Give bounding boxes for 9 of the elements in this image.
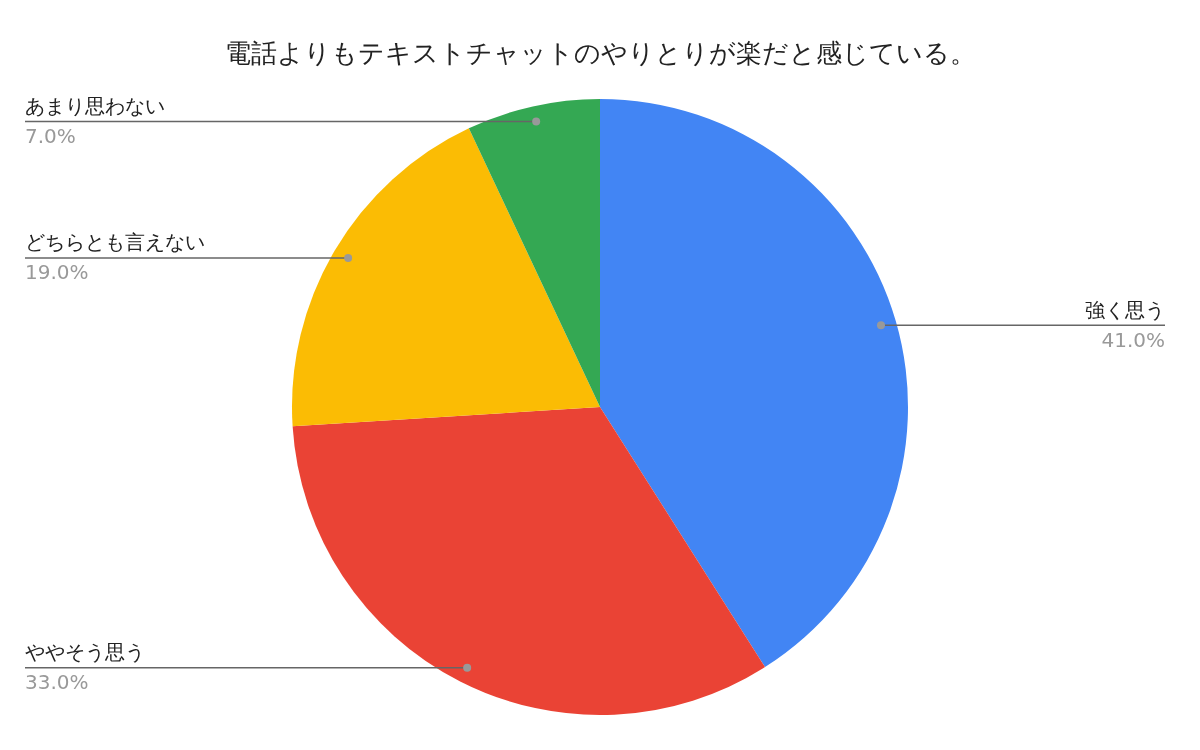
data-label: 19.0% bbox=[25, 260, 89, 285]
data-label: 33.0% bbox=[25, 669, 89, 694]
slice-label: あまり思わない bbox=[25, 93, 165, 118]
data-label: 7.0% bbox=[25, 123, 76, 148]
slice-label: 強く思う bbox=[1085, 297, 1165, 322]
slice-label: ややそう思う bbox=[25, 639, 145, 664]
chart-title: 電話よりもテキストチャットのやりとりが楽だと感じている。 bbox=[223, 37, 977, 70]
data-label: 41.0% bbox=[1101, 327, 1165, 352]
slice-label: どちらとも言えない bbox=[25, 230, 205, 255]
